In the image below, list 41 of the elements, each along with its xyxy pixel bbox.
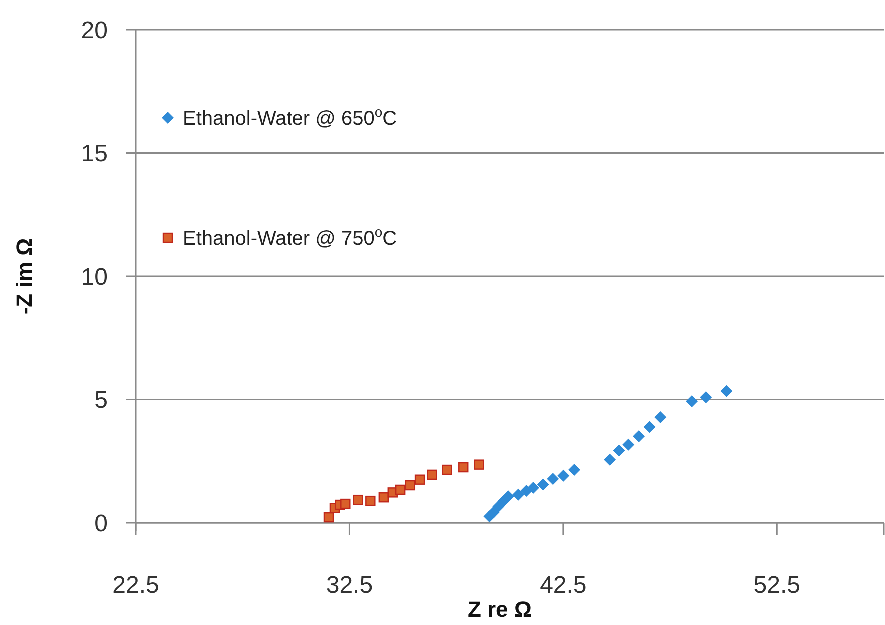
point [547,473,560,486]
point [568,464,581,476]
point [604,454,616,466]
point [622,438,635,451]
y-tick-label: 0 [94,510,108,538]
point [427,470,438,480]
point [644,421,656,434]
y-tick-label: 20 [81,17,108,44]
x-axis-title: Z re Ω [468,597,532,622]
x-tick-label: 32.5 [326,572,374,599]
legend-label: Ethanol-Water @ 750$^{o}$C [183,224,398,250]
point [633,430,646,442]
point [366,496,376,506]
point [613,444,626,457]
point [720,385,733,398]
point [502,490,515,503]
y-axis-title: -Z im Ω [12,238,37,315]
point [458,462,469,473]
point [414,474,426,485]
x-tick-label: 22.5 [112,572,160,599]
point [474,460,484,470]
point [686,395,698,408]
point [537,478,550,491]
y-tick-label: 15 [81,140,108,168]
x-tick-label: 52.5 [754,572,800,599]
point [528,482,540,494]
point [378,492,390,503]
point [558,470,570,482]
point [405,480,416,491]
point [395,484,406,496]
point [442,464,452,476]
point [700,392,712,404]
point [353,494,364,506]
point [340,498,351,510]
point [324,512,334,523]
y-tick-label: 10 [81,264,108,291]
point [654,412,667,424]
y-tick-label: 5 [94,387,108,414]
point [512,488,525,501]
x-tick-label: 42.5 [540,572,587,599]
legend-label: Ethanol-Water @ 650$^{o}$C [183,104,398,130]
